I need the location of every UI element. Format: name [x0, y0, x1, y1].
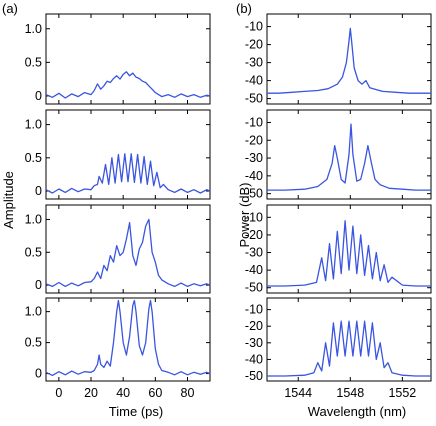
y-tick-label: -40 [245, 263, 263, 277]
y-tick-label: 0 [35, 184, 42, 198]
x-tick-label: 40 [116, 386, 130, 400]
left-subplot-4: 0 0.5 1.0 0 20 40 60 80 [25, 297, 211, 400]
plot-frame [266, 13, 432, 105]
y-tick-label: -20 [245, 228, 263, 242]
y-tick-label: -30 [245, 246, 263, 260]
left-subplot-3: 0 0.5 1.0 [25, 204, 211, 294]
x-tick-label: 80 [181, 386, 195, 400]
y-tick-label: 1.0 [25, 118, 42, 132]
right-subplot-4: -10 -20 -30 -40 -50 1544 1548 1552 [245, 297, 432, 400]
y-tick-label: -10 [245, 303, 263, 317]
series-line [45, 299, 211, 377]
y-tick-label: -20 [245, 133, 263, 147]
right-subplot-2: -10 -20 -30 -40 -50 [245, 109, 432, 201]
series-line [267, 27, 431, 94]
left-y-axis-label: Amplitude [1, 171, 16, 229]
y-tick-label: -10 [245, 115, 263, 129]
right-y-axis-label: Power (dB) [237, 182, 252, 247]
y-tick-label: -30 [245, 56, 263, 70]
y-tick-label: -40 [245, 352, 263, 366]
plot-frame [45, 204, 211, 294]
series-line [45, 71, 211, 99]
plot-area: 0 0.5 1.0 0 0.5 1.0 0 0.5 1.0 0 0.5 1.0 0 20 40 60 80 -10… [25, 13, 432, 400]
series-line [267, 320, 431, 377]
right-x-axis-label: Wavelength (nm) [308, 404, 407, 419]
y-tick-label: 1.0 [25, 22, 42, 36]
plot-frame [266, 297, 432, 382]
y-tick-label: 0 [35, 89, 42, 103]
plot-frame [45, 297, 211, 382]
y-tick-label: 1.0 [25, 305, 42, 319]
series-line [45, 153, 211, 194]
series-line [267, 220, 431, 287]
left-x-axis-label: Time (ps) [109, 404, 163, 419]
y-tick-label: -50 [245, 369, 263, 383]
panel-label-a: (a) [2, 1, 18, 16]
x-tick-label: 0 [55, 386, 62, 400]
x-tick-label: 20 [84, 386, 98, 400]
y-tick-label: -40 [245, 169, 263, 183]
y-tick-label: 0 [35, 367, 42, 381]
y-tick-label: -20 [245, 319, 263, 333]
plot-frame [266, 204, 432, 294]
plot-frame [45, 13, 211, 105]
y-tick-label: -30 [245, 336, 263, 350]
plot-frame [45, 109, 211, 200]
x-tick-label: 1552 [388, 386, 416, 400]
y-tick-label: 0.5 [25, 151, 42, 165]
y-tick-label: -40 [245, 74, 263, 88]
y-tick-label: 0.5 [25, 245, 42, 259]
right-subplot-3: -10 -20 -30 -40 -50 [245, 204, 432, 295]
y-tick-label: 0.5 [25, 55, 42, 69]
y-tick-label: -30 [245, 151, 263, 165]
y-tick-label: 0 [35, 278, 42, 292]
plot-frame [266, 109, 432, 200]
left-subplot-1: 0 0.5 1.0 [25, 13, 211, 105]
y-tick-label: 0.5 [25, 336, 42, 350]
y-tick-label: -10 [245, 20, 263, 34]
y-tick-label: -20 [245, 38, 263, 52]
y-tick-label: -10 [245, 210, 263, 224]
y-tick-label: -50 [245, 281, 263, 295]
panel-label-b: (b) [236, 1, 252, 16]
left-subplot-2: 0 0.5 1.0 [25, 109, 211, 200]
y-tick-label: 1.0 [25, 212, 42, 226]
series-line [267, 123, 431, 191]
x-tick-label: 1548 [336, 386, 364, 400]
series-line [45, 218, 211, 288]
y-tick-label: -50 [245, 92, 263, 106]
x-tick-label: 60 [148, 386, 162, 400]
right-subplot-1: -10 -20 -30 -40 -50 [245, 13, 432, 106]
y-tick-label: -50 [245, 187, 263, 201]
x-tick-label: 1544 [284, 386, 312, 400]
